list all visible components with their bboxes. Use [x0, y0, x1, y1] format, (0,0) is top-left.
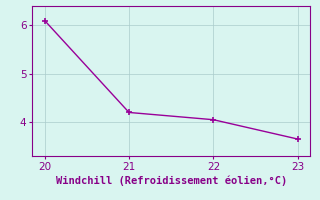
- X-axis label: Windchill (Refroidissement éolien,°C): Windchill (Refroidissement éolien,°C): [56, 176, 287, 186]
